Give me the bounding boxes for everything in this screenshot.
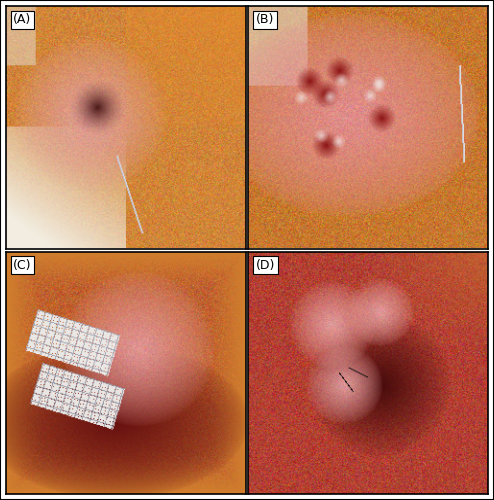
Text: (B): (B) [256, 14, 274, 26]
Text: (A): (A) [13, 14, 31, 26]
Text: (D): (D) [256, 259, 275, 272]
Text: (C): (C) [13, 259, 32, 272]
